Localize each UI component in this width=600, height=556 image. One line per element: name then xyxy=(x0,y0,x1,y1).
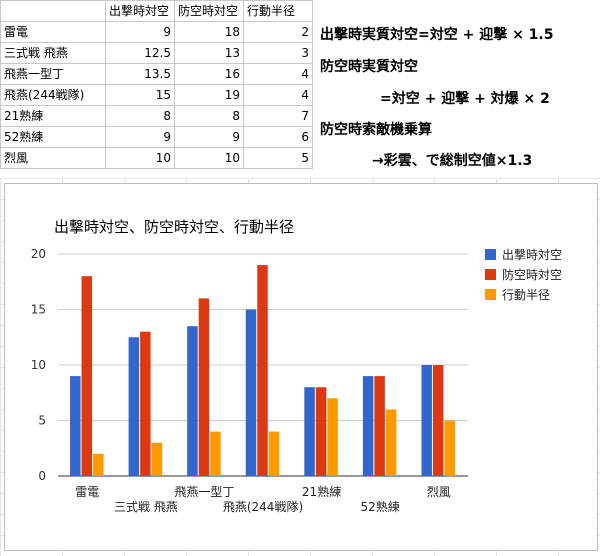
value-cell[interactable]: 4 xyxy=(243,84,313,106)
bar xyxy=(421,365,432,476)
table-row: 烈風 10 10 5 xyxy=(0,147,313,169)
value-cell[interactable]: 15 xyxy=(105,84,175,106)
y-tick-label: 10 xyxy=(31,358,46,372)
value-cell[interactable]: 6 xyxy=(243,126,313,148)
bar xyxy=(93,453,104,476)
table-header-row: 出撃時対空 防空時対空 行動半径 xyxy=(0,0,313,22)
table-header-cell[interactable]: 出撃時対空 xyxy=(105,0,175,22)
row-label-cell[interactable]: 烈風 xyxy=(0,147,106,169)
table-row: 飛燕一型丁 13.5 16 4 xyxy=(0,63,313,85)
bar xyxy=(245,309,257,476)
x-tick-label: 烈風 xyxy=(427,485,451,499)
value-cell[interactable]: 12.5 xyxy=(105,42,175,64)
note-line-2: 防空時実質対空 xyxy=(320,59,418,75)
value-cell[interactable]: 10 xyxy=(174,147,244,169)
value-cell[interactable]: 13.5 xyxy=(105,63,175,85)
bar xyxy=(327,398,338,476)
legend-label: 行動半径 xyxy=(502,288,550,302)
note-line-5: →彩雲、で総制空値×1.3 xyxy=(372,153,533,169)
data-table: 出撃時対空 防空時対空 行動半径 雷電 9 18 2 三式戦 飛燕 12.5 13 3 飛燕一型丁 13… xyxy=(0,0,313,169)
bar xyxy=(432,365,444,476)
x-tick-label: 雷電 xyxy=(75,485,99,499)
y-tick-label: 15 xyxy=(31,303,46,317)
value-cell[interactable]: 2 xyxy=(243,21,313,43)
x-tick-label: 三式戦 飛燕 xyxy=(114,500,178,514)
y-tick-label: 5 xyxy=(38,414,46,428)
bar xyxy=(362,376,374,476)
y-tick-label: 0 xyxy=(38,469,46,483)
bar xyxy=(187,326,198,476)
value-cell[interactable]: 9 xyxy=(105,21,175,43)
legend-swatch xyxy=(485,249,496,260)
value-cell[interactable]: 5 xyxy=(243,147,313,169)
chart-panel[interactable] xyxy=(4,183,598,551)
bar xyxy=(128,337,140,476)
value-cell[interactable]: 9 xyxy=(174,126,244,148)
legend-swatch xyxy=(485,269,496,280)
value-cell[interactable]: 19 xyxy=(174,84,244,106)
value-cell[interactable]: 7 xyxy=(243,105,313,127)
bar xyxy=(140,331,151,476)
note-line-4: 防空時索敵機乗算 xyxy=(320,122,432,138)
bar xyxy=(81,276,93,476)
value-cell[interactable]: 13 xyxy=(174,42,244,64)
x-tick-label: 21熟練 xyxy=(302,484,341,499)
table-header-cell[interactable] xyxy=(0,0,106,22)
table-header-cell[interactable]: 行動半径 xyxy=(243,0,313,22)
table-header-cell[interactable]: 防空時対空 xyxy=(174,0,244,22)
table-row: 雷電 9 18 2 xyxy=(0,21,313,43)
bar xyxy=(374,376,385,476)
row-label-cell[interactable]: 雷電 xyxy=(0,21,106,43)
legend-label: 防空時対空 xyxy=(502,267,562,282)
x-tick-label: 飛燕(244戦隊) xyxy=(223,499,303,514)
table-row: 三式戦 飛燕 12.5 13 3 xyxy=(0,42,313,64)
table-row: 52熟練 9 9 6 xyxy=(0,126,313,148)
value-cell[interactable]: 8 xyxy=(174,105,244,127)
y-tick-label: 20 xyxy=(31,247,46,261)
chart-title: 出撃時対空、防空時対空、行動半径 xyxy=(54,218,294,236)
value-cell[interactable]: 8 xyxy=(105,105,175,127)
row-label-cell[interactable]: 21熟練 xyxy=(0,105,106,127)
x-tick-label: 飛燕一型丁 xyxy=(174,485,234,499)
legend-swatch xyxy=(485,289,496,300)
row-label-cell[interactable]: 飛燕一型丁 xyxy=(0,63,106,85)
value-cell[interactable]: 18 xyxy=(174,21,244,43)
value-cell[interactable]: 16 xyxy=(174,63,244,85)
value-cell[interactable]: 4 xyxy=(243,63,313,85)
bar xyxy=(385,409,397,476)
bar xyxy=(257,265,268,476)
bar xyxy=(304,387,315,476)
note-line-1: 出撃時実質対空=対空 + 迎撃 × 1.5 xyxy=(320,27,554,43)
bar xyxy=(444,420,455,476)
bar xyxy=(315,387,327,476)
value-cell[interactable]: 10 xyxy=(105,147,175,169)
bar xyxy=(151,442,163,476)
bar xyxy=(198,298,210,476)
row-label-cell[interactable]: 飛燕(244戦隊) xyxy=(0,84,106,106)
note-line-3: =対空 + 迎撃 + 対爆 × 2 xyxy=(380,91,550,107)
legend-label: 出撃時対空 xyxy=(502,247,562,262)
bar xyxy=(70,376,81,476)
bar xyxy=(268,431,280,476)
x-tick-label: 52熟練 xyxy=(361,499,400,514)
bar xyxy=(210,431,221,476)
table-row: 飛燕(244戦隊) 15 19 4 xyxy=(0,84,313,106)
row-label-cell[interactable]: 三式戦 飛燕 xyxy=(0,42,106,64)
value-cell[interactable]: 9 xyxy=(105,126,175,148)
row-label-cell[interactable]: 52熟練 xyxy=(0,126,106,148)
value-cell[interactable]: 3 xyxy=(243,42,313,64)
table-row: 21熟練 8 8 7 xyxy=(0,105,313,127)
